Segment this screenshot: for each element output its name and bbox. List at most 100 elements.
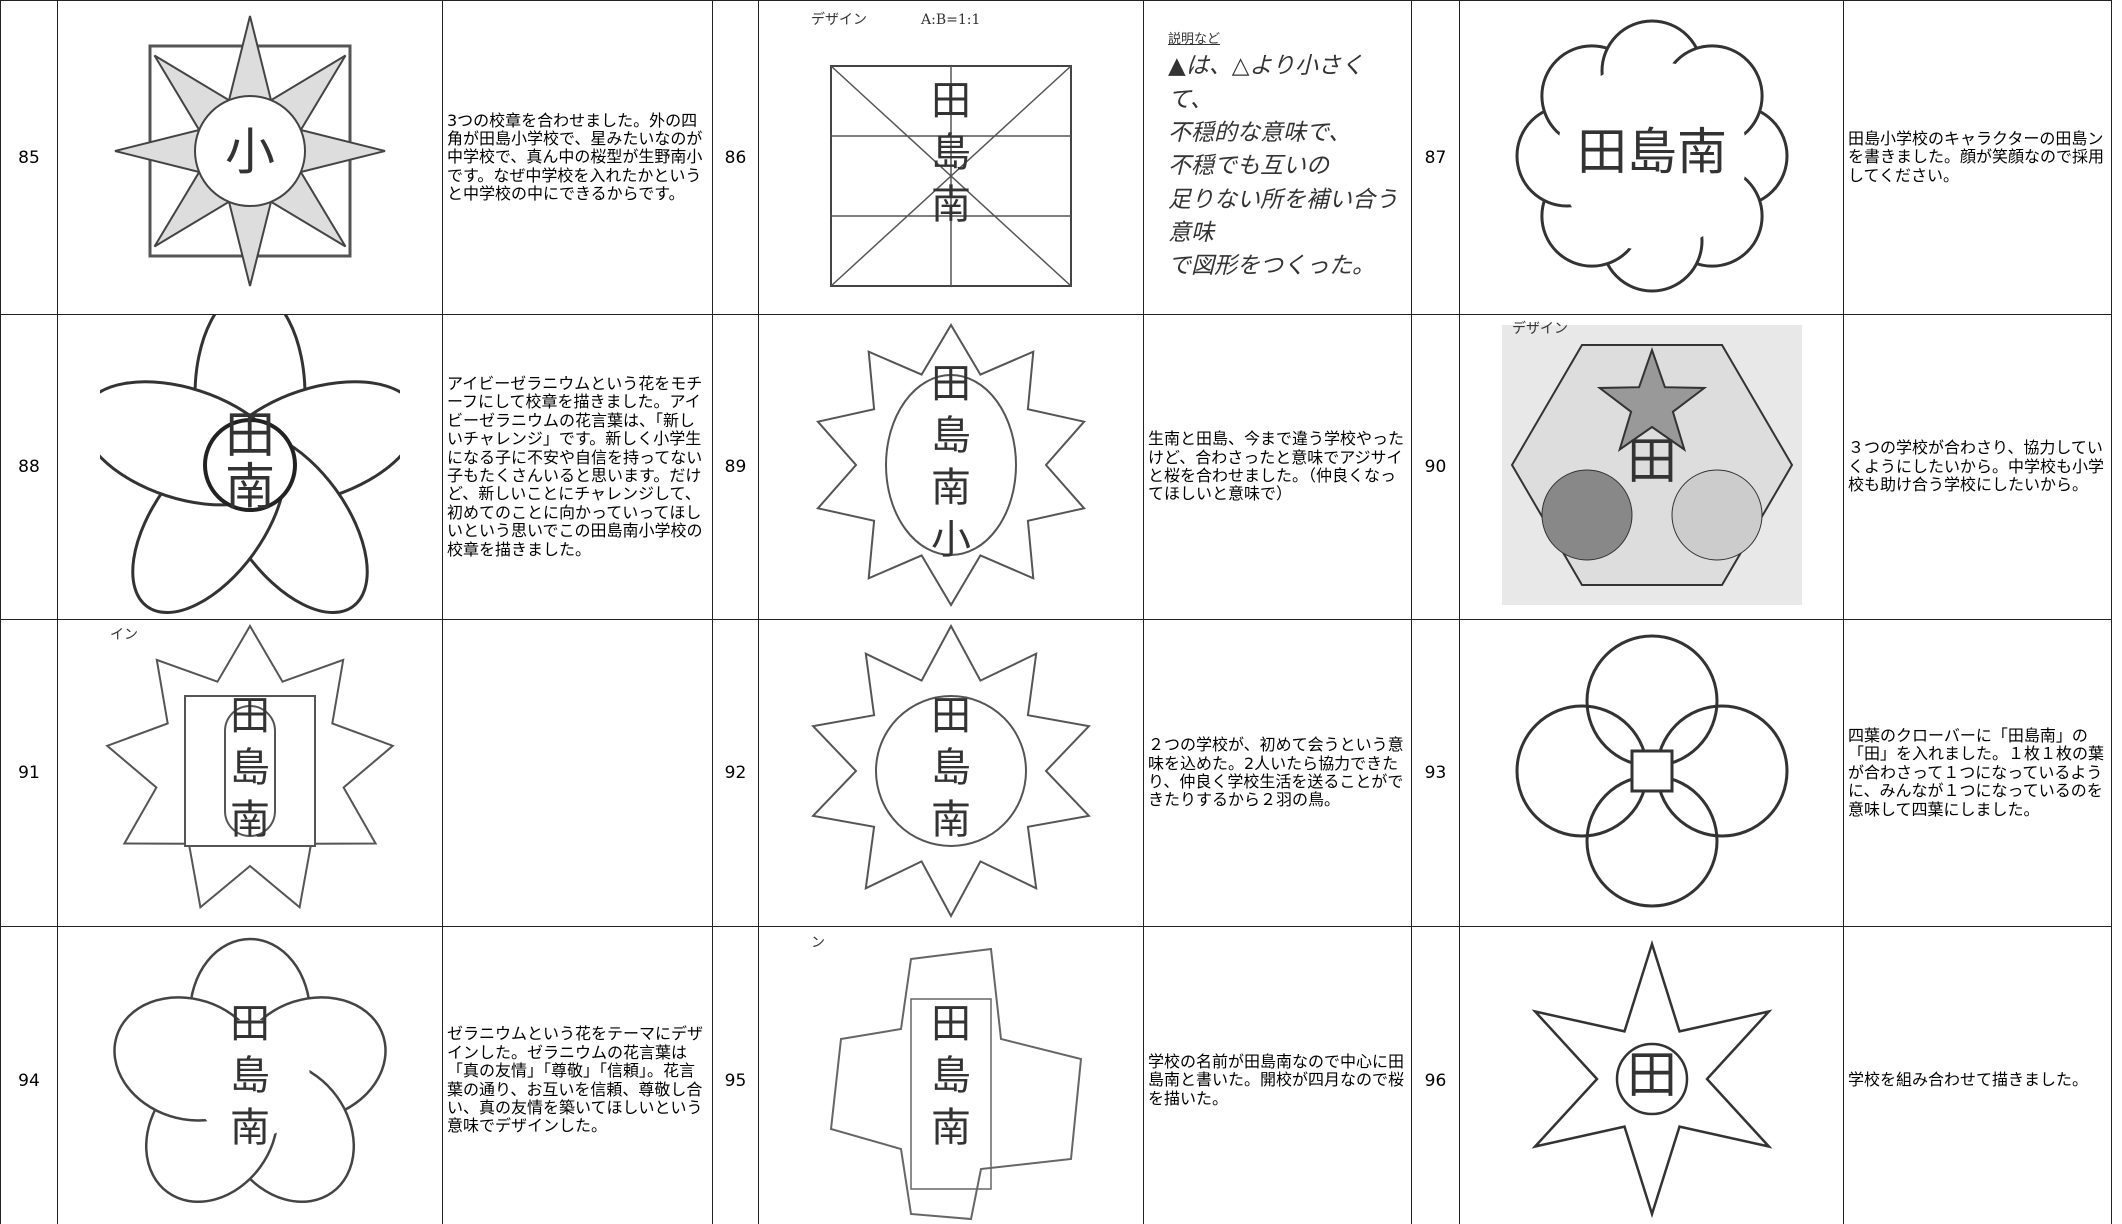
sketch-glyph: 小 bbox=[225, 123, 275, 181]
sketch-line bbox=[203, 418, 297, 512]
sketch-glyph: 田島南 bbox=[1577, 123, 1727, 181]
sketch-line bbox=[1585, 634, 1718, 768]
sketch-label: A:B=1:1 bbox=[920, 12, 980, 28]
drawing-cell: 田島南小 bbox=[758, 314, 1144, 620]
drawing-cell: ン田島南 bbox=[758, 926, 1144, 1224]
description: 生南と田島、今まで違う学校やったけど、合わさったと意味でアジサイと桜を合わせまし… bbox=[1143, 314, 1412, 620]
description: ゼラニウムという花をテーマにデザインした。ゼラニウムの花言葉は「真の友情」「尊敬… bbox=[442, 926, 713, 1224]
sketch-glyph: 南 bbox=[225, 458, 275, 516]
drawing: 田島南 bbox=[811, 623, 1091, 919]
note-line: で図形をつくった。 bbox=[1168, 253, 1375, 280]
sketch-line bbox=[1596, 346, 1707, 452]
sketch-line bbox=[1585, 774, 1718, 908]
sketch-line bbox=[885, 374, 1017, 556]
drawing bbox=[1515, 634, 1788, 908]
drawing-cell: 小 bbox=[57, 0, 443, 315]
sketch-line bbox=[190, 1018, 310, 1139]
note-line: 足りない所を補い合う意味 bbox=[1168, 186, 1398, 246]
sketch-glyph: 田 bbox=[230, 1001, 270, 1047]
table-row: 88 田南アイビーゼラニウムという花をモチーフにして校章を描きました。アイビーゼラ… bbox=[0, 288, 2112, 620]
sketch-line bbox=[829, 947, 1083, 1220]
drawing-cell: デザイン田 bbox=[1459, 314, 1844, 620]
drawing-cell: デザイン A:B=1:1 田島南 bbox=[758, 0, 1144, 315]
sketch-glyph: 島 bbox=[230, 745, 270, 791]
entry-number: 88 bbox=[0, 314, 58, 620]
description: 学校の名前が田島南なので中心に田島南と書いた。開校が四月なので桜を描いた。 bbox=[1143, 926, 1412, 1224]
description: 田島小学校のキャラクターの田島ンを書きました。顔が笑顔なので採用してください。 bbox=[1843, 0, 2112, 315]
sketch-line bbox=[830, 64, 1072, 287]
note-heading: 説明など bbox=[1168, 32, 1221, 48]
entry-number: 89 bbox=[712, 314, 759, 620]
sketch-glyph: 田 bbox=[931, 693, 971, 739]
entry-number: 92 bbox=[712, 619, 759, 927]
sketch-line bbox=[194, 94, 306, 207]
description: アイビーゼラニウムという花をモチーフにして校章を描きました。アイビーゼラニウムの… bbox=[442, 314, 713, 620]
entry-number: 90 bbox=[1411, 314, 1460, 620]
sketch-glyph: 島 bbox=[230, 1053, 270, 1099]
drawing-cell: イン田島南 bbox=[57, 619, 443, 927]
sketch-glyph: 田 bbox=[230, 693, 270, 739]
table-row: 85 小 3つの校章を合わせました。外の四角が田島小学校で、星みたいなのが中学校で、… bbox=[0, 0, 2112, 315]
drawing-cell: 田 bbox=[1459, 926, 1844, 1224]
drawing: 小 bbox=[114, 15, 386, 286]
sketch-glyph: 南 bbox=[931, 182, 971, 228]
sketch-glyph: 島 bbox=[931, 130, 971, 176]
sketch-glyph: 小 bbox=[931, 517, 971, 563]
entry-number: 94 bbox=[0, 926, 58, 1224]
entry-number: 87 bbox=[1411, 0, 1460, 315]
sketch-line bbox=[910, 997, 992, 1190]
entry-number: 93 bbox=[1411, 619, 1460, 927]
description: ２つの学校が、初めて会うという意味を込めた。2人いたら協力できたり、仲良く学校生… bbox=[1143, 619, 1412, 927]
sketch-glyph: 島 bbox=[931, 745, 971, 791]
sketch-line bbox=[224, 705, 276, 837]
description: 四葉のクローバーに「田島南」の「田」を入れました。１枚１枚の葉が合わさって１つに… bbox=[1843, 619, 2112, 927]
drawing-cell bbox=[1459, 619, 1844, 927]
entry-number: 86 bbox=[712, 0, 759, 315]
sketch-label: デザイン bbox=[811, 11, 867, 28]
description: 学校を組み合わせて描きました。 bbox=[1843, 926, 2112, 1224]
sketch-line bbox=[1515, 704, 1648, 838]
sketch-label: ン bbox=[811, 935, 825, 951]
drawing: 田島南 bbox=[113, 937, 387, 1203]
description: 説明など ▲は、△より小さくて、不穏的な意味で、 不穏でも互いの足りない所を補い合う… bbox=[1143, 0, 1412, 315]
sketch-glyph: 田 bbox=[1627, 432, 1677, 490]
sketch-line bbox=[1556, 60, 1747, 251]
entry-number: 85 bbox=[0, 0, 58, 315]
drawing-cell: 田南 bbox=[57, 288, 443, 620]
drawing: デザイン A:B=1:1 田島南 bbox=[811, 11, 1072, 287]
note-line: 不穏的な意味で、 bbox=[1168, 119, 1352, 146]
sketch-glyph: 南 bbox=[931, 465, 971, 511]
sketch-line bbox=[1630, 749, 1673, 793]
sketch-line bbox=[1615, 1042, 1688, 1115]
handwritten-note: 説明など ▲は、△より小さくて、不穏的な意味で、 不穏でも互いの足りない所を補い合う… bbox=[1148, 31, 1407, 283]
sketch-line bbox=[1655, 704, 1788, 838]
drawing: 田南 bbox=[80, 288, 420, 615]
note-line: 不穏でも互いの bbox=[1168, 153, 1329, 180]
sketch-glyph: 南 bbox=[230, 797, 270, 843]
sketch-glyph: 田 bbox=[931, 1001, 971, 1047]
sketch-glyph: 南 bbox=[931, 1105, 971, 1151]
drawing-cell: 田島南 bbox=[1459, 0, 1844, 315]
description: 3つの校章を合わせました。外の四角が田島小学校で、星みたいなのが中学校で、真ん中… bbox=[442, 0, 713, 315]
sketch-line bbox=[1671, 469, 1762, 561]
note-line: ▲は、△より小さくて、 bbox=[1168, 53, 1364, 113]
drawing-cell: 田島南 bbox=[758, 619, 1144, 927]
sketch-glyph: 田 bbox=[931, 78, 971, 124]
description: ３つの学校が合わさり、協力していくようにしたいから。中学校も小学校も助け合う学校… bbox=[1843, 314, 2112, 620]
sketch-label: イン bbox=[110, 627, 138, 643]
drawing-cell: 田島南 bbox=[57, 926, 443, 1224]
drawing: 田 bbox=[1530, 939, 1773, 1218]
sketch-glyph: 田 bbox=[225, 406, 275, 464]
sketch-glyph: 南 bbox=[230, 1105, 270, 1151]
description bbox=[442, 619, 713, 927]
entry-number: 95 bbox=[712, 926, 759, 1224]
drawing: 田島南 bbox=[1515, 19, 1788, 292]
sketch-line bbox=[1541, 469, 1632, 561]
entry-number: 91 bbox=[0, 619, 58, 927]
sketch-glyph: 田 bbox=[1627, 1046, 1677, 1104]
sketch-glyph: 田 bbox=[931, 361, 971, 407]
sketch-label: デザイン bbox=[1512, 320, 1568, 337]
